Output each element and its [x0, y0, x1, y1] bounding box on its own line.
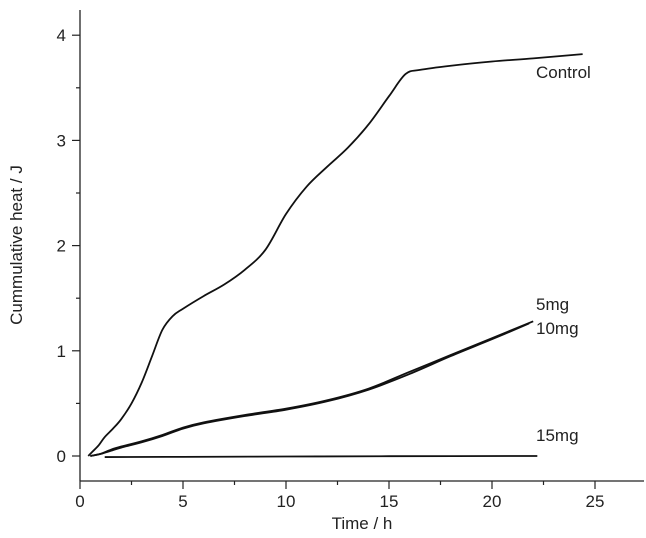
- series-line-5mg: [90, 320, 534, 457]
- x-tick-label: 20: [483, 492, 502, 511]
- x-tick-label: 0: [75, 492, 84, 511]
- series-label-10mg: 10mg: [536, 319, 579, 338]
- y-axis-title: Cummulative heat / J: [7, 165, 26, 325]
- y-tick-label: 4: [57, 26, 66, 45]
- x-tick-label: 15: [380, 492, 399, 511]
- series-label-5mg: 5mg: [536, 295, 569, 314]
- x-tick-label: 10: [277, 492, 296, 511]
- y-tick-label: 3: [57, 131, 66, 150]
- series-label-control: Control: [536, 63, 591, 82]
- tick-labels: 0 5 10 15 20 25 0 1 2 3 4: [57, 26, 605, 511]
- y-tick-label: 1: [57, 342, 66, 361]
- series-lines: [87, 53, 583, 458]
- series-line-10mg: [90, 322, 530, 457]
- y-tick-label: 0: [57, 447, 66, 466]
- x-tick-label: 5: [178, 492, 187, 511]
- series-line-control: [87, 53, 583, 457]
- series-label-15mg: 15mg: [536, 426, 579, 445]
- ticks: [72, 34, 596, 489]
- series-line-15mg: [104, 455, 538, 458]
- x-axis-title: Time / h: [332, 514, 393, 533]
- x-tick-label: 25: [586, 492, 605, 511]
- y-tick-label: 2: [57, 237, 66, 256]
